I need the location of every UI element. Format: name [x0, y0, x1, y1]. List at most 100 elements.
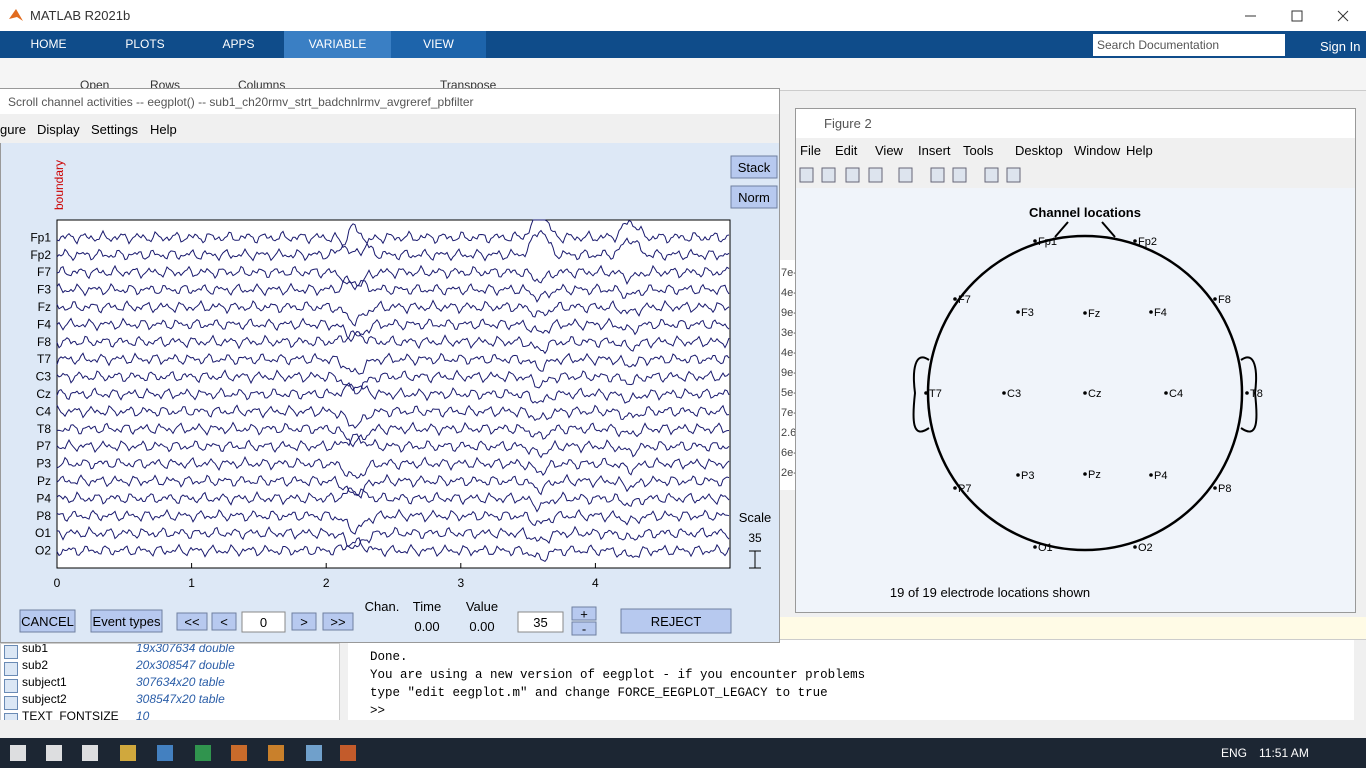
next-button[interactable]: [291, 612, 317, 631]
toolbar-icon[interactable]: [952, 167, 967, 183]
ribbon-tab[interactable]: VIEW: [391, 31, 486, 58]
menu-item[interactable]: Display: [37, 122, 80, 137]
last-button-label[interactable]: >>: [330, 615, 345, 630]
eeg-trace: [56, 279, 730, 303]
first-button[interactable]: [176, 612, 208, 631]
ribbon-tab[interactable]: APPS: [222, 37, 255, 51]
search-box[interactable]: Search Documentation: [1093, 34, 1285, 56]
workspace-value: 20x308547 double: [136, 658, 235, 672]
toolbar-icon[interactable]: [984, 167, 999, 183]
event-types-button[interactable]: [90, 609, 163, 633]
status-text: 0.00: [414, 619, 439, 634]
taskbar-icon[interactable]: [306, 745, 322, 761]
taskbar-icon[interactable]: [120, 745, 136, 761]
cell-value: 7e-: [781, 407, 795, 419]
menu-item[interactable]: View: [875, 143, 903, 158]
sign-in[interactable]: Sign In: [1320, 39, 1361, 54]
toolbar-icon[interactable]: [868, 167, 883, 183]
input-value[interactable]: 0: [260, 615, 267, 630]
menu-item[interactable]: Insert: [918, 143, 951, 158]
window-controls[interactable]: [1240, 8, 1360, 24]
first-button-label[interactable]: <<: [184, 615, 199, 630]
x-tick-label: 3: [457, 576, 464, 590]
command-prompt[interactable]: >>: [370, 704, 386, 718]
cancel-button-label[interactable]: CANCEL: [21, 614, 74, 629]
electrode: [1149, 310, 1153, 314]
taskbar-icon[interactable]: [46, 745, 62, 761]
eeg-trace: [56, 382, 730, 404]
workspace-name[interactable]: sub1: [22, 643, 49, 655]
norm-button[interactable]: [730, 185, 778, 209]
reject-button[interactable]: [620, 608, 732, 634]
reject-button-label[interactable]: REJECT: [651, 614, 702, 629]
electrode: [1133, 545, 1137, 549]
head: [926, 234, 1244, 552]
plot-area: [56, 219, 731, 569]
norm-button-label[interactable]: Norm: [738, 190, 770, 205]
taskbar-icon[interactable]: [82, 745, 98, 761]
plus-button[interactable]: [571, 606, 597, 621]
channel-label: O2: [35, 544, 51, 558]
taskbar-icon[interactable]: [231, 745, 247, 761]
menu-item[interactable]: Desktop: [1015, 143, 1063, 158]
electrode: [1083, 391, 1087, 395]
channel-label: O1: [35, 526, 51, 540]
menu-item[interactable]: Settings: [91, 122, 138, 137]
prev-button-label[interactable]: <: [220, 615, 228, 630]
taskbar-icon[interactable]: [157, 745, 173, 761]
menu-item[interactable]: Help: [150, 122, 177, 137]
channel-label: F3: [37, 283, 51, 297]
taskbar-icon[interactable]: [268, 745, 284, 761]
toolbar-icon[interactable]: [799, 167, 814, 183]
menu-item[interactable]: Tools: [963, 143, 994, 158]
channel-label: P8: [36, 509, 51, 523]
workspace-name[interactable]: subject1: [22, 675, 67, 689]
electrode-label: F7: [958, 294, 971, 306]
last-button[interactable]: [322, 612, 354, 631]
event-types-button-label[interactable]: Event types: [93, 614, 161, 629]
toolbar-icon[interactable]: [821, 167, 836, 183]
menu-item[interactable]: File: [800, 143, 821, 158]
electrode-label: P4: [1154, 470, 1167, 482]
taskbar-icon[interactable]: [340, 745, 356, 761]
ribbon-tab[interactable]: VARIABLE: [284, 31, 391, 58]
ribbon-tab[interactable]: HOME: [30, 37, 67, 51]
prev-button[interactable]: [211, 612, 237, 631]
workspace-name[interactable]: TEXT_FONTSIZE: [22, 709, 119, 722]
menu-item[interactable]: gure: [0, 122, 27, 137]
workspace-name[interactable]: sub2: [22, 658, 49, 672]
stack-button-label[interactable]: Stack: [738, 160, 771, 175]
taskbar-icon[interactable]: [195, 745, 211, 761]
input-box[interactable]: [241, 611, 286, 633]
menu-item[interactable]: Help: [1126, 143, 1153, 158]
eeg-trace: [56, 317, 730, 343]
cancel-button[interactable]: [19, 609, 76, 633]
menu-item[interactable]: Edit: [835, 143, 858, 158]
minus-button[interactable]: [571, 621, 597, 636]
toolbar-icon[interactable]: [898, 167, 913, 183]
electrode: [1033, 545, 1037, 549]
stack-button[interactable]: [730, 155, 778, 179]
minus-button-label[interactable]: -: [582, 622, 586, 637]
toolbar-icon[interactable]: [930, 167, 945, 183]
workspace-icon: [4, 679, 18, 693]
channel-label: Fp2: [30, 248, 51, 262]
workspace-value: 307634x20 table: [136, 675, 225, 689]
x-tick-label: 1: [188, 576, 195, 590]
input-value[interactable]: 35: [533, 615, 547, 630]
workspace-name[interactable]: subject2: [22, 692, 67, 706]
input-box[interactable]: [517, 611, 564, 633]
eeg-trace: [56, 473, 730, 499]
next-button-label[interactable]: >: [300, 615, 308, 630]
taskbar-icon[interactable]: [10, 745, 26, 761]
x-tick-label: 2: [323, 576, 330, 590]
cell-value: 2.6: [781, 427, 795, 439]
toolbar-icon[interactable]: [845, 167, 860, 183]
ribbon: Open Rows Columns Transpose: [0, 58, 1366, 92]
electrode-label: Cz: [1088, 388, 1101, 400]
toolbar-icon[interactable]: [1006, 167, 1021, 183]
ribbon-tab[interactable]: PLOTS: [125, 37, 165, 51]
workspace: sub1 19x307634 double sub2 20x308547 double…: [0, 643, 340, 722]
plus-button-label[interactable]: +: [580, 607, 588, 622]
menu-item[interactable]: Window: [1074, 143, 1121, 158]
